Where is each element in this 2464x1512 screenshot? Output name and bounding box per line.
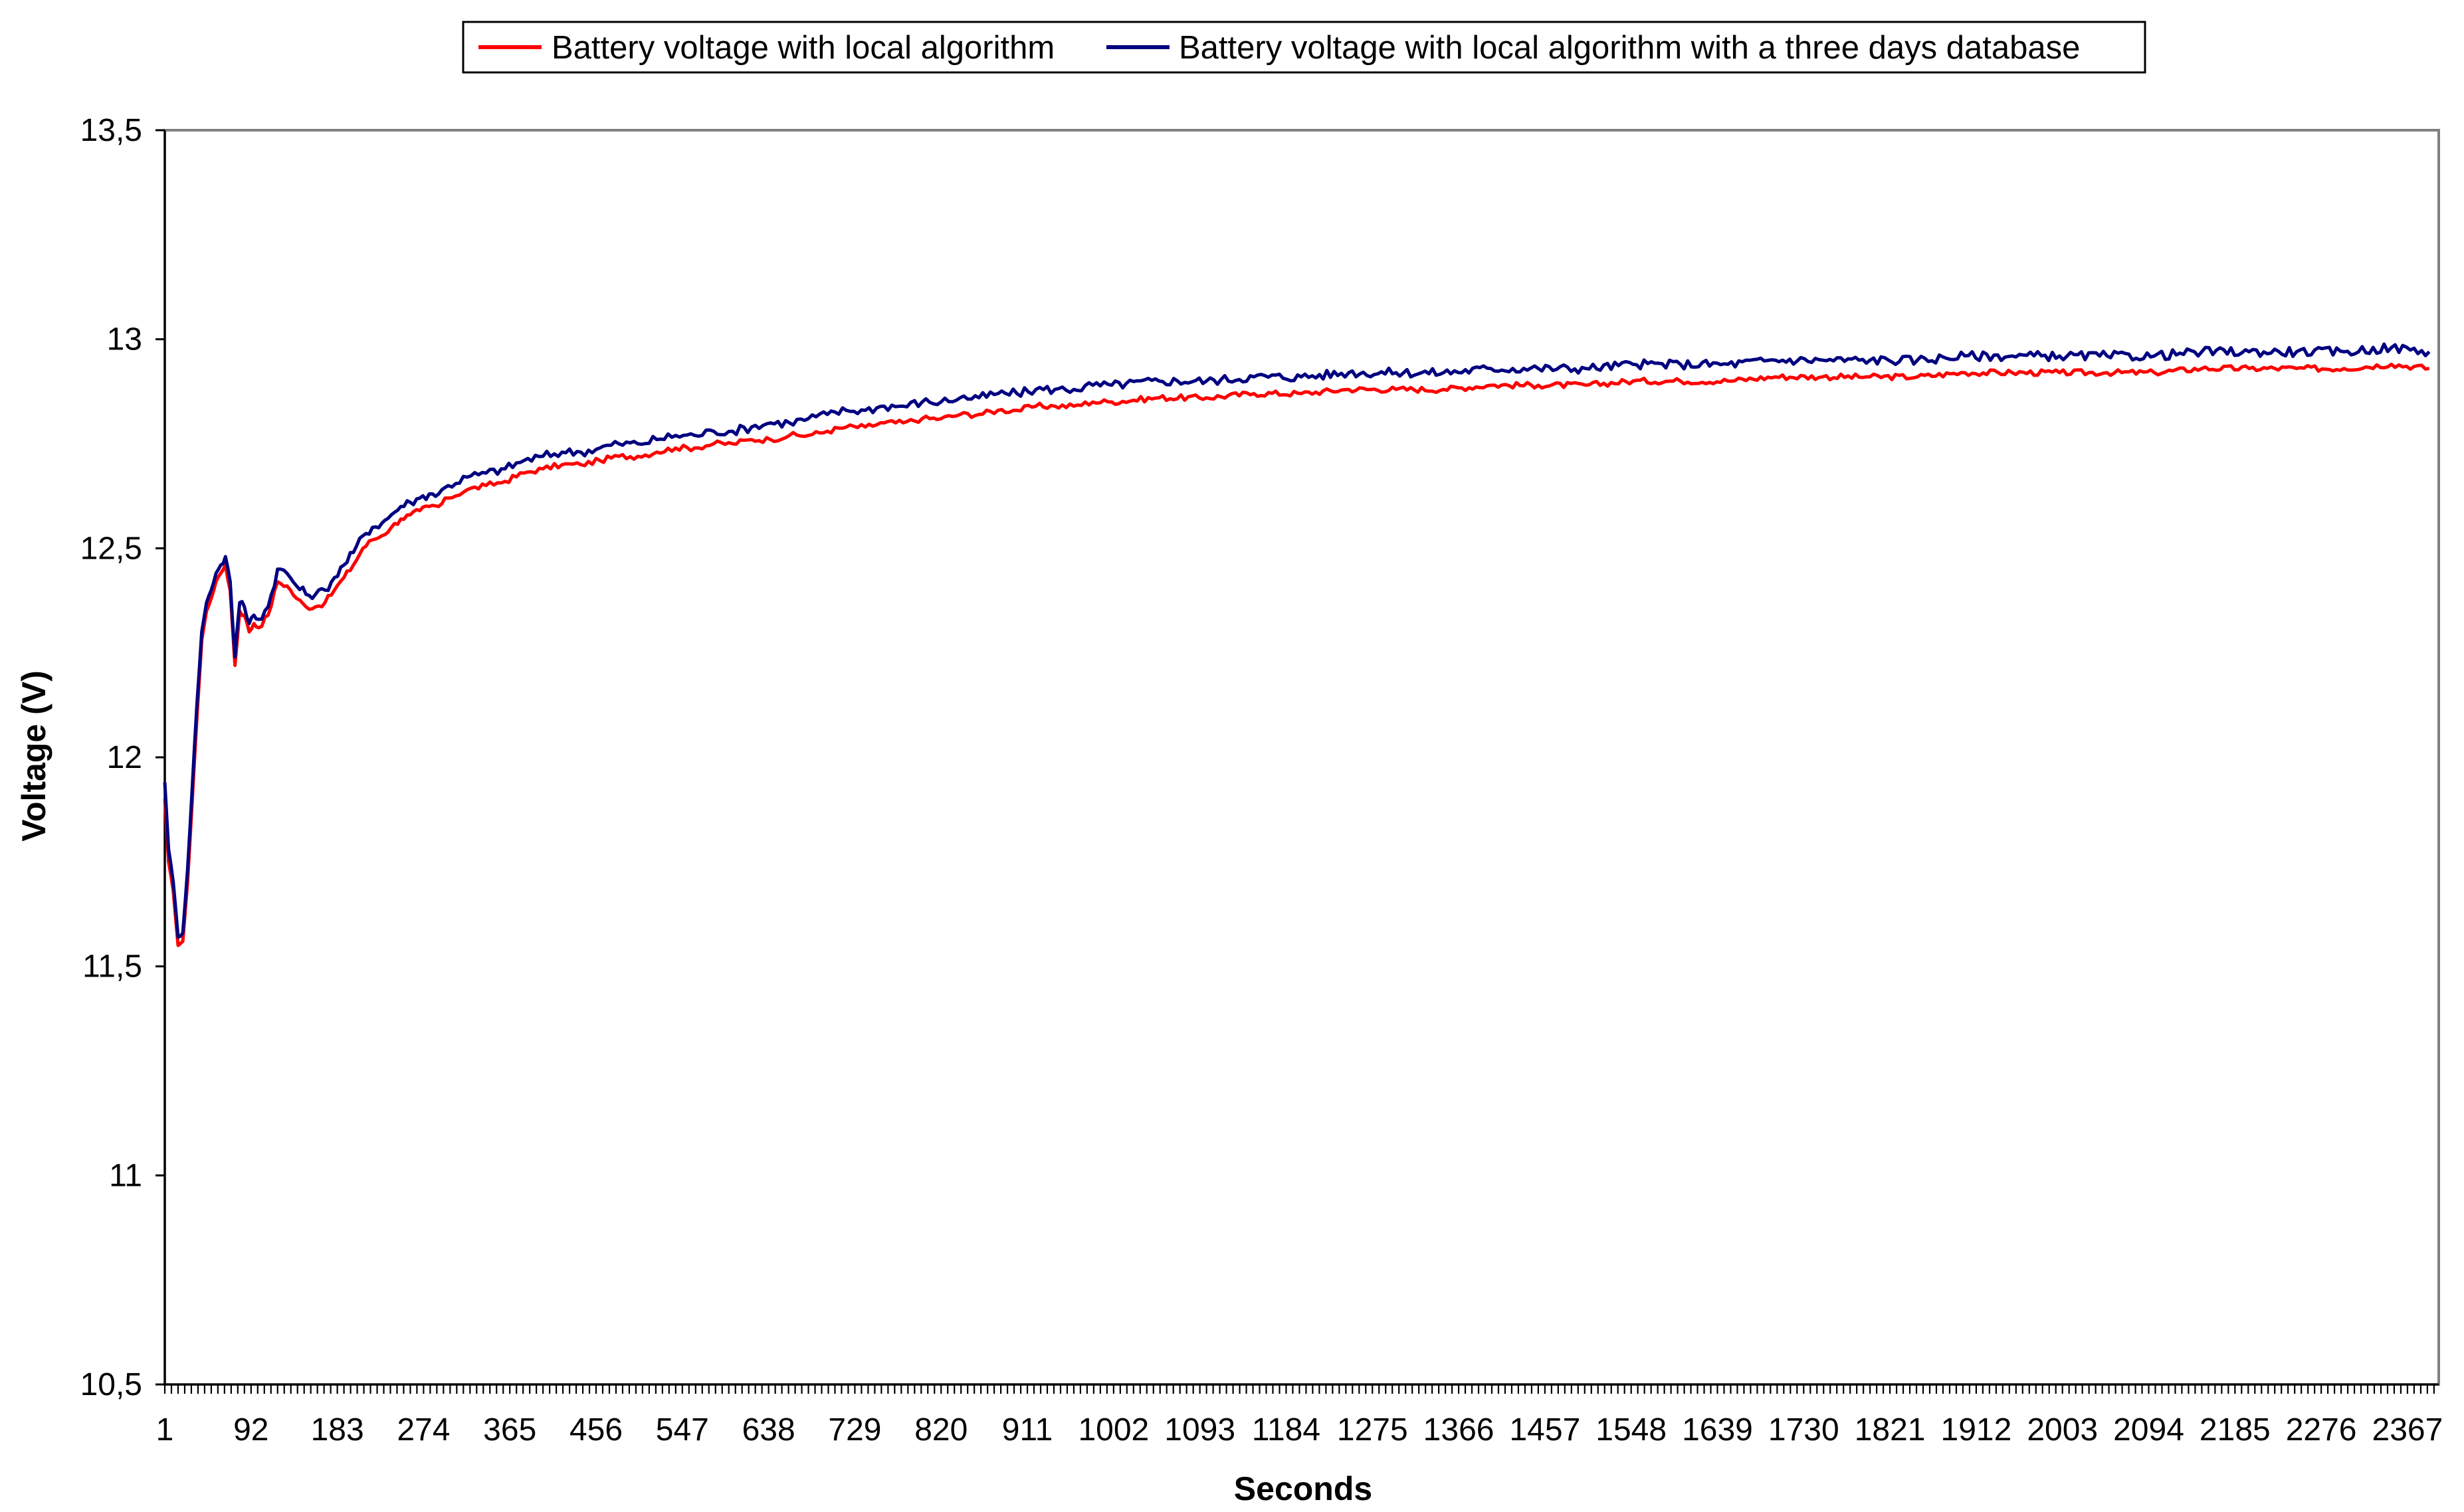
x-tick-label: 729 [828,1412,881,1448]
x-tick-label: 274 [397,1412,450,1448]
x-tick-label: 1730 [1768,1412,1839,1448]
x-tick-label: 911 [1002,1412,1053,1448]
x-tick-label: 1821 [1855,1412,1926,1448]
y-tick-label: 13,5 [80,113,142,148]
x-tick-label: 1639 [1682,1412,1753,1448]
x-tick-label: 2003 [2027,1412,2098,1448]
x-tick-label: 2185 [2200,1412,2271,1448]
series-layer [163,342,2431,947]
legend-label-series-1: Battery voltage with local algorithm [552,30,1055,66]
legend-label-series-2: Battery voltage with local algorithm wit… [1179,30,2080,66]
x-tick-label: 1457 [1509,1412,1580,1448]
x-tick-label: 92 [233,1412,268,1448]
y-tick-label: 11 [109,1158,142,1193]
x-tick-label: 1366 [1423,1412,1494,1448]
x-minor-ticks [163,1384,2435,1394]
series-line-1 [163,362,2430,947]
y-axis: 13,5 13 12,5 12 11,5 11 10,5 [80,113,166,1402]
x-tick-label: 456 [569,1412,623,1448]
plot-area [163,129,2440,1386]
x-tick-label: 638 [742,1412,795,1448]
x-tick-label: 1275 [1337,1412,1408,1448]
y-tick-label: 10,5 [80,1367,142,1402]
series-line-2 [163,342,2431,939]
y-tick-label: 12 [107,740,142,775]
y-tick-label: 13 [107,322,142,357]
x-axis-title: Seconds [1234,1470,1372,1507]
x-tick-label: 1548 [1595,1412,1667,1448]
x-tick-label: 183 [311,1412,364,1448]
y-tick-label: 11,5 [82,949,142,985]
legend: Battery voltage with local algorithm Bat… [462,21,2146,74]
x-tick-label: 547 [656,1412,709,1448]
x-tick-label: 2367 [2372,1412,2443,1448]
x-tick-label: 1912 [1941,1412,2012,1448]
x-tick-label: 1 [156,1412,174,1448]
x-tick-label: 365 [483,1412,536,1448]
x-tick-label: 2276 [2286,1412,2357,1448]
x-tick-label: 1093 [1164,1412,1235,1448]
x-tick-label: 820 [914,1412,968,1448]
legend-box [462,21,2146,74]
x-tick-label: 1184 [1252,1412,1320,1448]
x-tick-label: 2094 [2113,1412,2184,1448]
x-tick-label: 1002 [1078,1412,1149,1448]
y-tick-label: 12,5 [80,531,142,566]
y-axis-title: Voltage (V) [15,670,52,841]
x-axis: 1 92 183 274 365 456 547 638 729 820 911 1002 1093 11… [156,1383,2443,1448]
